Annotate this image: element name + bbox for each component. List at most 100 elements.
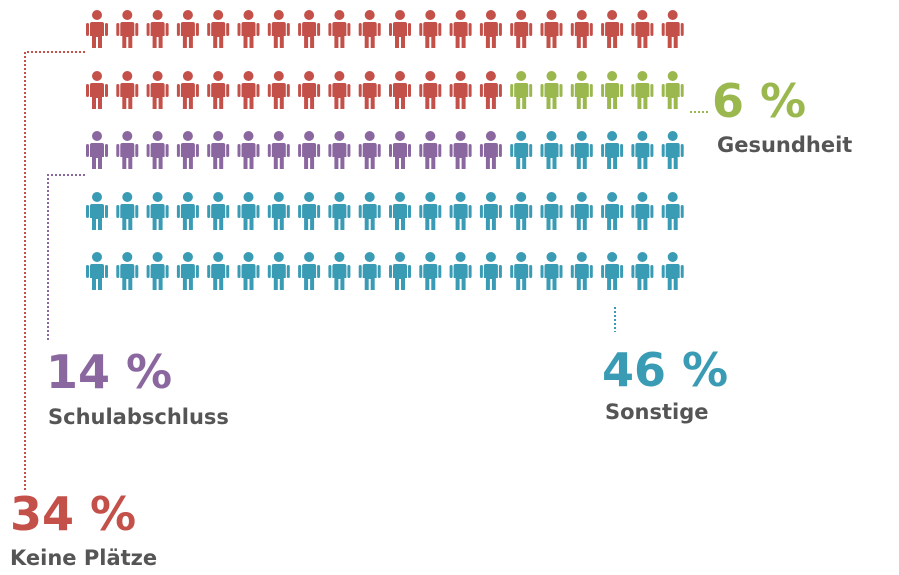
icon-body xyxy=(332,264,347,290)
icon-head xyxy=(273,10,284,20)
icon-arm xyxy=(449,23,453,36)
icon-body xyxy=(362,264,377,290)
icon-arm xyxy=(601,205,605,218)
icon-head xyxy=(152,10,163,20)
icon-arm xyxy=(347,205,351,218)
icon-head xyxy=(425,252,436,262)
icon-arm xyxy=(347,265,351,278)
person-icon xyxy=(298,10,321,48)
person-icon xyxy=(298,131,321,169)
icon-arm xyxy=(176,144,180,157)
icon-arm xyxy=(317,23,321,36)
icon-arm xyxy=(358,265,362,278)
icon-arm xyxy=(237,205,241,218)
person-icon xyxy=(176,192,199,230)
icon-head xyxy=(607,10,618,20)
icon-head xyxy=(546,192,557,202)
icon-body xyxy=(362,22,377,48)
icon-body xyxy=(241,22,256,48)
icon-body xyxy=(120,143,135,169)
icon-body xyxy=(180,22,195,48)
icon-arm xyxy=(438,205,442,218)
icon-arm xyxy=(631,205,635,218)
person-icon xyxy=(540,192,563,230)
person-icon xyxy=(570,10,593,48)
icon-arm xyxy=(620,144,624,157)
icon-head xyxy=(92,192,102,202)
icon-head xyxy=(273,252,284,262)
person-icon xyxy=(328,192,351,230)
person-icon xyxy=(570,131,593,169)
icon-body xyxy=(483,22,498,48)
icon-body xyxy=(302,83,317,109)
icon-body xyxy=(90,204,104,230)
icon-head xyxy=(122,71,133,81)
icon-arm xyxy=(680,205,684,218)
icon-head xyxy=(576,131,587,141)
icon-body xyxy=(302,143,317,169)
icon-head xyxy=(637,252,648,262)
icon-arm xyxy=(317,205,321,218)
icon-body xyxy=(150,22,165,48)
icon-arm xyxy=(86,23,89,36)
icon-head xyxy=(213,10,224,20)
person-icon xyxy=(116,71,139,109)
icon-arm xyxy=(135,23,139,36)
icon-arm xyxy=(559,144,563,157)
icon-arm xyxy=(347,23,351,36)
icon-head xyxy=(213,131,224,141)
icon-body xyxy=(514,204,529,230)
person-icon xyxy=(601,71,624,109)
icon-head xyxy=(576,252,587,262)
icon-head xyxy=(455,192,466,202)
icon-body xyxy=(483,204,498,230)
person-icon xyxy=(328,131,351,169)
icon-arm xyxy=(631,84,635,97)
icon-arm xyxy=(267,23,271,36)
person-icon xyxy=(298,192,321,230)
icon-arm xyxy=(650,205,654,218)
icon-arm xyxy=(86,205,89,218)
icon-body xyxy=(605,22,620,48)
person-icon xyxy=(479,10,502,48)
icon-arm xyxy=(389,144,392,157)
icon-arm xyxy=(438,84,442,97)
icon-body xyxy=(150,204,165,230)
icon-arm xyxy=(498,84,502,97)
icon-body xyxy=(393,204,407,230)
icon-arm xyxy=(540,23,544,36)
icon-arm xyxy=(328,205,332,218)
icon-arm xyxy=(389,23,392,36)
person-icon xyxy=(146,252,169,290)
person-icon xyxy=(176,71,199,109)
icon-head xyxy=(455,131,466,141)
icon-arm xyxy=(146,205,150,218)
person-icon xyxy=(631,131,654,169)
person-icon xyxy=(86,192,108,230)
icon-arm xyxy=(408,205,411,218)
icon-body xyxy=(574,264,589,290)
icon-head xyxy=(546,10,557,20)
person-icon xyxy=(419,192,442,230)
icon-arm xyxy=(419,23,423,36)
icon-arm xyxy=(116,265,120,278)
icon-head xyxy=(334,192,345,202)
person-icon xyxy=(570,192,593,230)
icon-arm xyxy=(510,144,514,157)
person-icon xyxy=(207,131,230,169)
icon-head xyxy=(152,252,163,262)
icon-body xyxy=(120,83,135,109)
icon-arm xyxy=(165,265,169,278)
icon-body xyxy=(271,83,286,109)
icon-arm xyxy=(86,144,89,157)
icon-arm xyxy=(570,84,574,97)
icon-arm xyxy=(661,205,665,218)
icon-body xyxy=(332,143,347,169)
person-icon xyxy=(237,71,260,109)
icon-head xyxy=(304,71,315,81)
icon-arm xyxy=(498,144,502,157)
icon-arm xyxy=(389,84,392,97)
icon-arm xyxy=(267,265,271,278)
icon-body xyxy=(90,22,104,48)
icon-head xyxy=(546,131,557,141)
